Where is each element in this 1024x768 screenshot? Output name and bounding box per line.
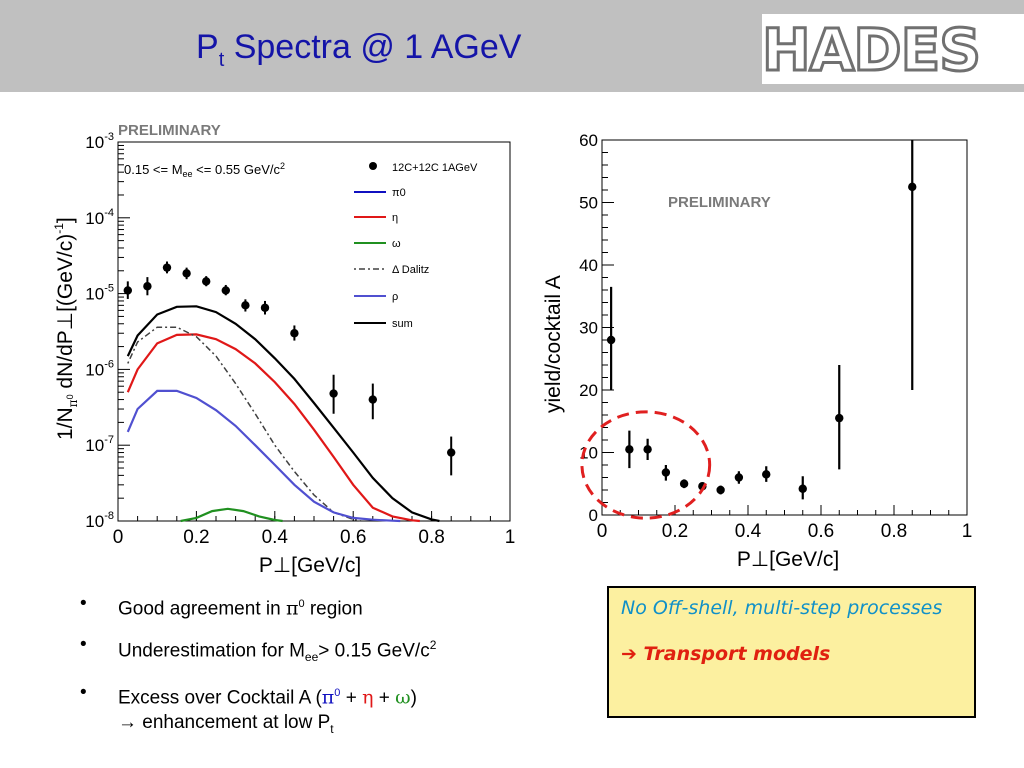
- note-line-2: ➔ Transport models: [621, 643, 831, 665]
- data-point: [202, 277, 211, 286]
- slide-title: Pt Spectra @ 1 AGeV: [196, 28, 522, 71]
- x-tick-label: 0.6: [808, 521, 834, 542]
- curve-η: [126, 333, 420, 523]
- x-tick-label: 0.8: [881, 521, 907, 542]
- bullet-item: • Good agreement in π0 region: [80, 593, 363, 620]
- data-point: [606, 335, 616, 345]
- data-point: [143, 282, 152, 291]
- note-box: No Off-shell, multi-step processes ➔ Tra…: [607, 586, 976, 718]
- x-tick-label: 1: [962, 521, 973, 542]
- legend-label: 12C+12C 1AGeV: [392, 162, 478, 174]
- x-tick-label: 0.2: [662, 521, 688, 542]
- yield-ratio-chart: PRELIMINARY 0 0.2 0.4 0.6 0.8 10102030405060 …: [542, 131, 973, 571]
- y-tick-label: 10-4: [85, 207, 114, 228]
- y-tick-label: 10-6: [85, 358, 114, 379]
- x-tick-label: 0.2: [183, 527, 209, 548]
- curve-sum: [126, 305, 440, 523]
- legend: 12C+12C 1AGeV π0 η ω Δ Dalitz ρ sum: [354, 162, 478, 330]
- data-point: [762, 470, 771, 479]
- y-tick-label: 40: [579, 256, 598, 275]
- legend-marker: [369, 162, 377, 170]
- data-point: [447, 448, 456, 457]
- data-point: [241, 301, 250, 310]
- x-tick-label: 0.4: [735, 521, 762, 542]
- data-point: [734, 473, 744, 482]
- preliminary-label: PRELIMINARY: [118, 122, 221, 139]
- data-point: [329, 389, 338, 398]
- data-point: [798, 484, 807, 493]
- curve-ω: [180, 507, 283, 523]
- legend-label: π0: [392, 187, 406, 199]
- data-point: [260, 303, 270, 312]
- x-tick-label: 0: [113, 527, 124, 548]
- preliminary-label: PRELIMINARY: [668, 194, 771, 211]
- legend-label: η: [392, 212, 398, 224]
- y-tick-label: 30: [579, 319, 598, 338]
- y-tick-label: 0: [589, 506, 598, 525]
- bullet-item: • Underestimation for Mee> 0.15 GeV/c2: [80, 634, 437, 665]
- x-tick-label: 0.8: [418, 527, 444, 548]
- highlight-ellipse: [580, 410, 712, 520]
- x-tick-label: 0: [597, 521, 608, 542]
- data-point: [368, 395, 377, 404]
- y-tick-label: 50: [579, 194, 598, 213]
- data-point: [123, 286, 132, 295]
- data-point: [162, 263, 172, 272]
- hades-logo: HADES: [761, 14, 1024, 86]
- y-tick-label: 10: [579, 444, 598, 463]
- data-point: [625, 445, 634, 454]
- cut-annotation: 0.15 <= Mee <= 0.55 GeV/c2: [124, 161, 285, 179]
- data-point: [908, 182, 917, 192]
- y-tick-label: 10-3: [85, 131, 114, 152]
- curve-ρ: [126, 389, 401, 523]
- x-tick-label: 1: [505, 527, 516, 548]
- data-point: [182, 269, 191, 278]
- data-point: [679, 479, 689, 488]
- note-line-1: No Off-shell, multi-step processes: [621, 597, 943, 619]
- legend-label: ρ: [392, 291, 398, 303]
- x-tick-label: 0.6: [340, 527, 366, 548]
- data-point: [716, 485, 725, 495]
- y-axis-label: yield/cocktail A: [542, 275, 565, 413]
- data-point: [643, 445, 652, 454]
- x-tick-label: 0.4: [262, 527, 289, 548]
- bullet-list: • Good agreement in π0 region • Underestim…: [78, 592, 598, 753]
- bullet-item: • Excess over Cocktail A (π0 + η + ω) → en…: [80, 682, 417, 736]
- y-tick-label: 20: [579, 381, 598, 400]
- legend-label: Δ Dalitz: [392, 264, 429, 276]
- data-point: [290, 329, 299, 338]
- x-axis-label: P⊥[GeV/c]: [259, 554, 361, 577]
- header-bar: Pt Spectra @ 1 AGeV HADES: [0, 0, 1024, 92]
- y-tick-label: 10-5: [85, 283, 114, 304]
- y-tick-label: 10-8: [85, 510, 114, 531]
- y-tick-label: 60: [579, 131, 598, 150]
- legend-label: sum: [392, 318, 413, 330]
- data-point: [661, 468, 671, 477]
- y-axis-label: 1/Nπ0 dN/dP⊥[(GeV/c)-1]: [52, 217, 80, 440]
- y-tick-label: 10-7: [85, 434, 114, 455]
- legend-label: ω: [392, 238, 401, 250]
- data-point: [221, 286, 230, 295]
- pt-spectrum-chart: PRELIMINARY 0 0.2 0.4 0.6 0.8 1 10-8 10-7 10-6 10…: [52, 122, 516, 577]
- x-axis-label: P⊥[GeV/c]: [737, 548, 839, 571]
- data-point: [835, 413, 844, 423]
